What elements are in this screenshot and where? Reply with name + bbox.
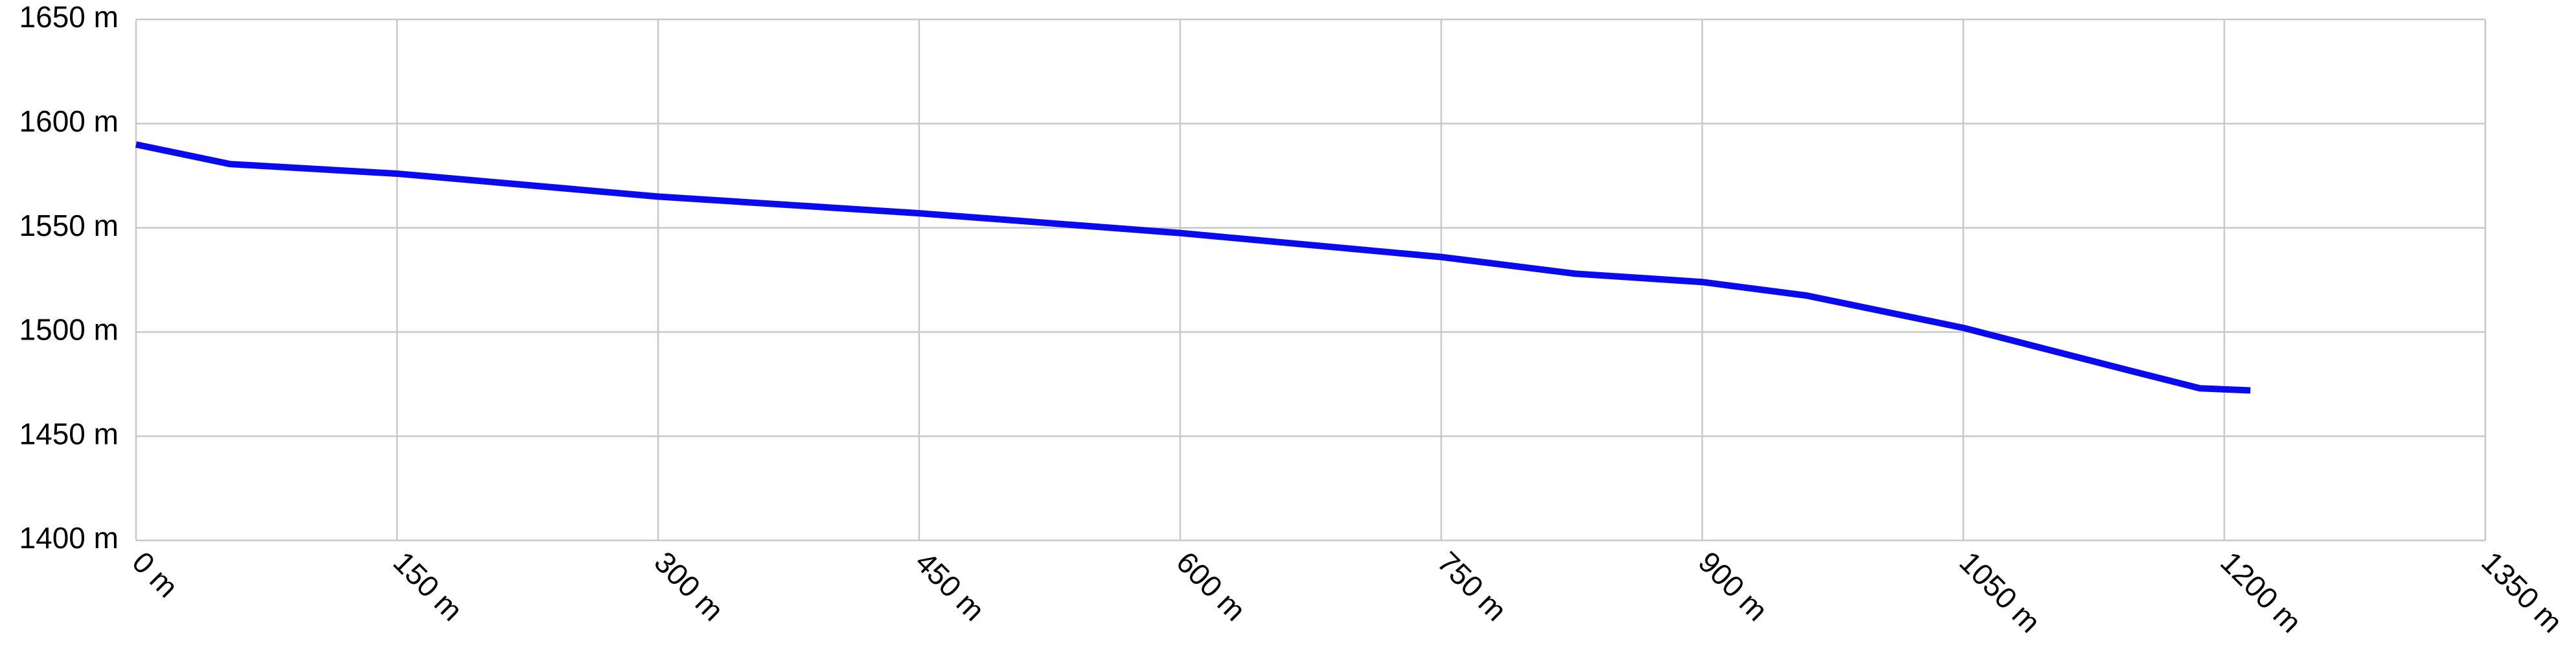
x-tick-label: 1350 m — [2475, 545, 2569, 639]
y-tick-label: 1550 m — [19, 209, 119, 242]
x-tick-label: 450 m — [909, 545, 991, 627]
y-tick-label: 1500 m — [19, 313, 119, 347]
x-tick-label: 0 m — [126, 545, 185, 604]
x-tick-label: 300 m — [648, 545, 730, 627]
elevation-line — [135, 141, 2251, 394]
x-tick-label: 150 m — [387, 545, 469, 627]
y-tick-label: 1650 m — [19, 0, 119, 34]
y-tick-label: 1450 m — [19, 417, 119, 450]
x-tick-label: 600 m — [1170, 545, 1252, 627]
x-tick-label: 750 m — [1431, 545, 1513, 627]
x-tick-label: 1050 m — [1953, 545, 2047, 639]
y-tick-label: 1400 m — [19, 521, 119, 555]
x-tick-label: 900 m — [1692, 545, 1774, 627]
y-tick-label: 1600 m — [19, 104, 119, 138]
x-tick-label: 1200 m — [2214, 545, 2308, 639]
